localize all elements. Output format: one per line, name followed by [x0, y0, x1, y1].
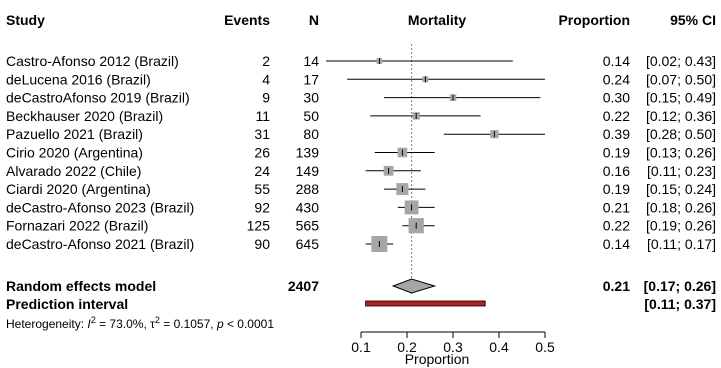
random-effects-ci: [0.17; 0.26]	[644, 278, 716, 294]
study-proportion: 0.19	[603, 145, 630, 161]
study-proportion: 0.19	[603, 181, 630, 197]
study-events: 24	[254, 163, 270, 179]
random-effects-label: Random effects model	[6, 278, 156, 294]
header-n: N	[309, 12, 319, 28]
x-axis: 0.1 0.2 0.3 0.4 0.5	[351, 331, 555, 355]
study-events: 11	[255, 108, 270, 124]
study-label: Pazuello 2021 (Brazil)	[6, 126, 143, 142]
study-rows: Castro-Afonso 2012 (Brazil) 2 14 0.14 [0.02;…	[6, 53, 716, 252]
study-n: 645	[296, 236, 320, 252]
study-ci: [0.07; 0.50]	[646, 71, 716, 87]
i2-value: = 73.0%,	[96, 317, 150, 331]
study-proportion: 0.16	[603, 163, 630, 179]
study-ci: [0.15; 0.49]	[646, 90, 716, 106]
study-label: deCastro-Afonso 2023 (Brazil)	[6, 199, 194, 215]
study-label: Alvarado 2022 (Chile)	[6, 163, 141, 179]
study-events: 92	[254, 199, 270, 215]
x-tick-label: 0.4	[489, 339, 509, 355]
random-effects-total-n: 2407	[288, 278, 319, 294]
study-n: 139	[296, 145, 320, 161]
study-label: Castro-Afonso 2012 (Brazil)	[6, 53, 179, 69]
x-tick-label: 0.1	[351, 339, 371, 355]
study-events: 2	[262, 53, 270, 69]
study-ci: [0.13; 0.26]	[646, 145, 716, 161]
prediction-interval-label: Prediction interval	[6, 296, 128, 312]
study-ci: [0.02; 0.43]	[646, 53, 716, 69]
header-study: Study	[6, 12, 45, 28]
study-label: Cirio 2020 (Argentina)	[6, 145, 143, 161]
i2-symbol: I	[87, 317, 91, 331]
study-events: 4	[262, 71, 270, 87]
study-label: deCastroAfonso 2019 (Brazil)	[6, 90, 190, 106]
study-n: 17	[303, 71, 319, 87]
study-marks	[326, 58, 545, 252]
study-ci: [0.18; 0.26]	[646, 199, 716, 215]
study-label: Ciardi 2020 (Argentina)	[6, 181, 151, 197]
study-events: 31	[254, 126, 270, 142]
study-events: 26	[254, 145, 270, 161]
p-value: < 0.0001	[224, 317, 275, 331]
heterogeneity-prefix: Heterogeneity:	[6, 317, 87, 331]
study-label: deLucena 2016 (Brazil)	[6, 71, 151, 87]
x-tick-label: 0.5	[535, 339, 555, 355]
summary-rows: Random effects model 2407 0.21 [0.17; 0.…	[6, 278, 716, 331]
study-proportion: 0.21	[603, 199, 630, 215]
study-proportion: 0.14	[603, 53, 630, 69]
study-ci: [0.28; 0.50]	[646, 126, 716, 142]
random-effects-diamond	[391, 278, 437, 294]
study-proportion: 0.14	[603, 236, 630, 252]
study-events: 55	[254, 181, 270, 197]
study-events: 125	[247, 218, 271, 234]
tau2-value: = 0.1057,	[160, 317, 217, 331]
study-ci: [0.15; 0.24]	[646, 181, 716, 197]
table-header: Study Events N Mortality Proportion 95% …	[6, 12, 716, 28]
x-tick-label: 0.2	[397, 339, 417, 355]
prediction-interval-ci: [0.11; 0.37]	[644, 296, 716, 312]
heterogeneity-stats: Heterogeneity: I2 = 73.0%, τ2 = 0.1057, …	[6, 315, 274, 331]
study-proportion: 0.30	[603, 90, 630, 106]
tau2-superscript: 2	[155, 315, 160, 325]
study-label: Beckhauser 2020 (Brazil)	[6, 108, 163, 124]
study-events: 9	[262, 90, 270, 106]
p-symbol: p	[216, 317, 224, 331]
study-ci: [0.11; 0.23]	[647, 163, 716, 179]
study-n: 14	[303, 53, 319, 69]
tau2-symbol: τ	[150, 317, 155, 331]
study-n: 149	[296, 163, 320, 179]
study-label: deCastro-Afonso 2021 (Brazil)	[6, 236, 194, 252]
plot-area: 0.1 0.2 0.3 0.4 0.5 Proportion	[326, 44, 555, 367]
study-ci: [0.19; 0.26]	[646, 218, 716, 234]
header-proportion: Proportion	[558, 12, 630, 28]
study-ci: [0.11; 0.17]	[647, 236, 716, 252]
study-n: 288	[296, 181, 320, 197]
study-proportion: 0.24	[603, 71, 630, 87]
header-events: Events	[224, 12, 270, 28]
study-n: 565	[296, 218, 320, 234]
study-n: 80	[303, 126, 319, 142]
header-ci: 95% CI	[670, 12, 716, 28]
prediction-interval-bar	[365, 300, 486, 307]
i2-superscript: 2	[91, 315, 96, 325]
study-proportion: 0.22	[603, 108, 630, 124]
study-n: 50	[303, 108, 319, 124]
study-label: Fornazari 2022 (Brazil)	[6, 218, 148, 234]
study-n: 30	[303, 90, 319, 106]
random-effects-proportion: 0.21	[603, 278, 630, 294]
header-mortality: Mortality	[408, 12, 467, 28]
study-proportion: 0.22	[603, 218, 630, 234]
study-proportion: 0.39	[603, 126, 630, 142]
x-axis-label: Proportion	[405, 351, 470, 367]
x-tick-label: 0.3	[443, 339, 463, 355]
study-n: 430	[296, 199, 320, 215]
study-ci: [0.12; 0.36]	[646, 108, 716, 124]
study-events: 90	[254, 236, 270, 252]
